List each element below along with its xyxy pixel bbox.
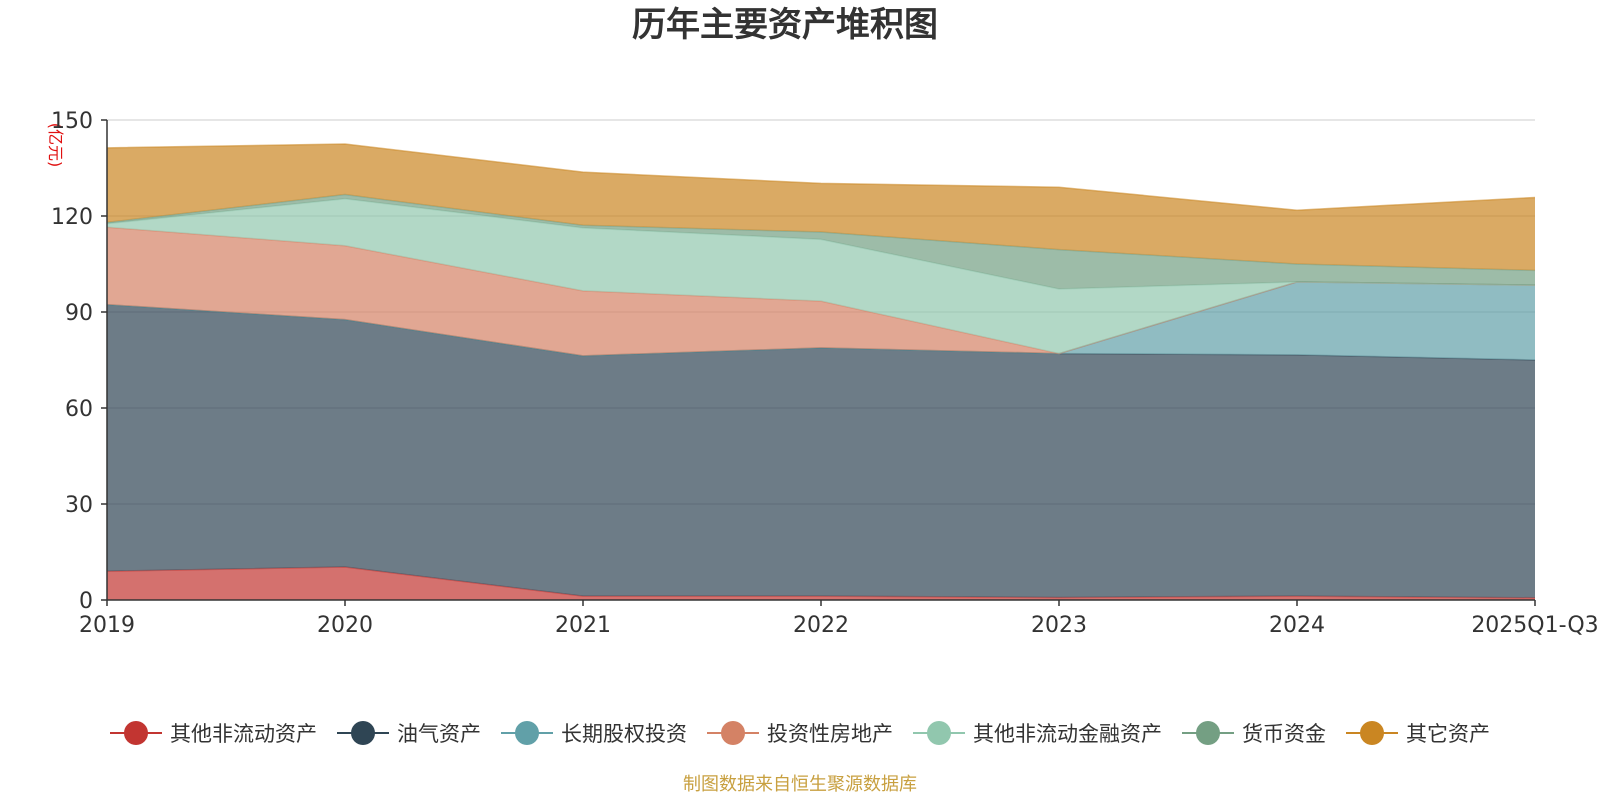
area-3 [107,281,1535,360]
data-source-note: 制图数据来自恒生聚源数据库 [683,774,917,795]
x-tick-label-2025Q1-Q3: 2025Q1-Q3 [1471,613,1598,638]
legend-label-1: 其他非流动资产 [170,722,317,746]
legend-marker-1 [124,721,148,745]
legend-marker-3 [515,721,539,745]
y-tick-label-120: 120 [51,205,93,230]
area-5 [107,198,1535,354]
legend-label-2: 油气资产 [397,722,481,746]
x-tick-label-2021: 2021 [555,613,611,638]
x-tick-label-2020: 2020 [317,613,373,638]
area-4 [107,227,1535,356]
y-tick-label-90: 90 [65,301,93,326]
x-tick-label-2019: 2019 [79,613,135,638]
y-axis-unit-label: (亿元) [46,123,65,168]
area-6 [107,194,1535,289]
y-tick-label-0: 0 [79,589,93,614]
legend-marker-2 [351,721,375,745]
area-2 [107,304,1535,598]
legend-label-6: 货币资金 [1242,722,1326,746]
y-tick-label-150: 150 [51,109,93,134]
legend-label-5: 其他非流动金融资产 [973,722,1162,746]
area-edge-7 [106,143,1536,211]
y-tick-label-30: 30 [65,493,93,518]
y-tick-label-60: 60 [65,397,93,422]
legend-marker-7 [1360,721,1384,745]
legend-marker-5 [927,721,951,745]
legend-label-4: 投资性房地产 [767,722,893,746]
x-tick-label-2024: 2024 [1269,613,1325,638]
chart-title: 历年主要资产堆积图 [632,5,938,45]
area-1 [107,567,1535,600]
x-tick-label-2022: 2022 [793,613,849,638]
area-7 [107,144,1535,271]
x-tick-label-2023: 2023 [1031,613,1087,638]
legend-label-7: 其它资产 [1406,722,1490,746]
legend-label-3: 长期股权投资 [561,722,687,746]
legend-marker-4 [721,721,745,745]
axes: 0 30 60 90 120 150 2019 2020 2021 2022 2023 2024 202… [51,109,1599,638]
legend: 其他非流动资产 油气资产 长期股权投资 投资性房地产 其他非流动金融资产 货币资金 其它资产 [110,721,1490,746]
legend-marker-6 [1196,721,1220,745]
area-series [106,143,1536,600]
